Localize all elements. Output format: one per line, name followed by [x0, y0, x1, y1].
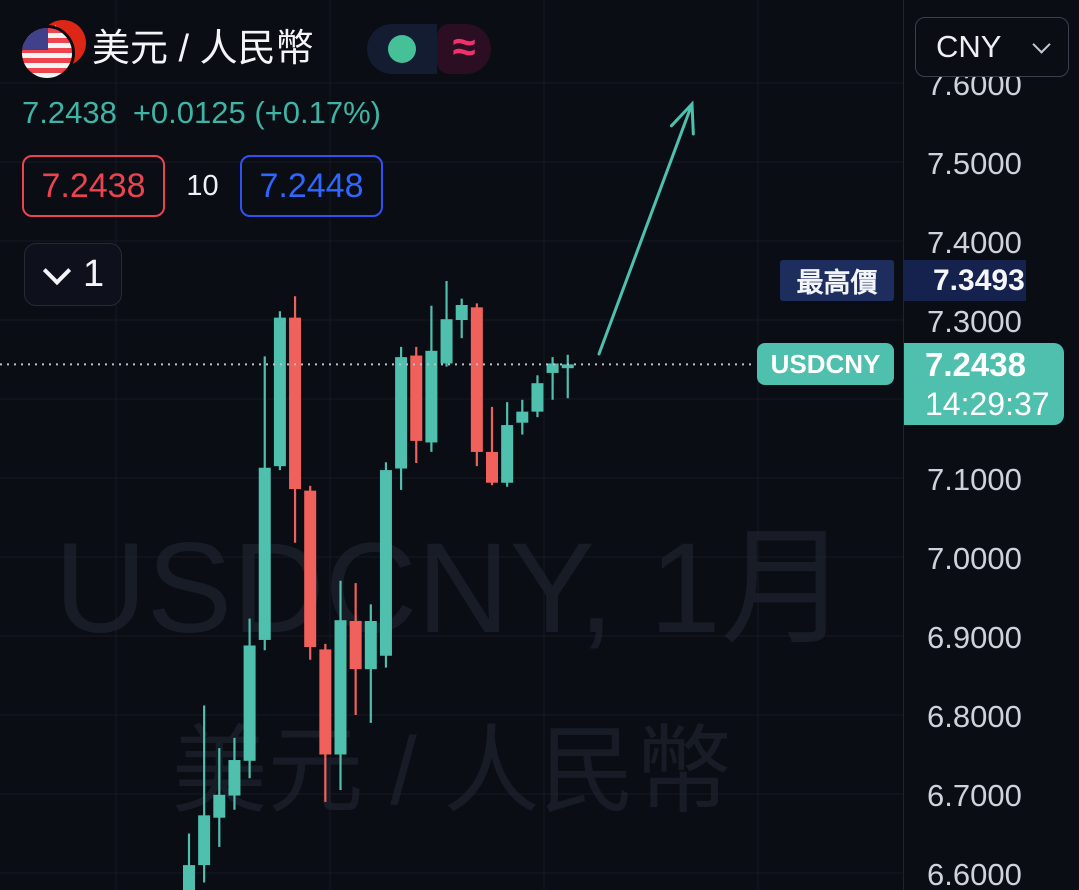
- current-price-time: 14:29:37: [925, 386, 1050, 423]
- buy-price-button[interactable]: 7.2448: [240, 155, 383, 217]
- trend-arrow-drawing[interactable]: [597, 100, 695, 356]
- chart-area[interactable]: USDCNY, 1月 美元 / 人民幣 ★ 美元 / 人民幣 ≈ 7.2438 …: [0, 0, 903, 890]
- price-axis-tick: 6.8000: [927, 699, 1022, 734]
- currency-dropdown-value: CNY: [936, 29, 1002, 64]
- approx-mode-chip[interactable]: ≈: [437, 24, 491, 74]
- candle-body: [228, 760, 241, 796]
- price-change: +0.0125 (+0.17%): [132, 95, 382, 130]
- candle-body: [561, 364, 574, 369]
- last-price-row: 7.2438 +0.0125 (+0.17%): [22, 95, 381, 131]
- last-price: 7.2438: [22, 95, 117, 130]
- candle-body: [183, 865, 195, 890]
- candle-body: [304, 490, 317, 648]
- candle-body: [349, 620, 362, 670]
- currency-pair-flags: ★: [22, 20, 88, 78]
- approx-equal-icon: ≈: [452, 23, 476, 70]
- candle-body: [198, 815, 211, 866]
- candle-body: [379, 470, 392, 656]
- candle-body: [440, 319, 453, 364]
- price-axis-tick: 6.9000: [927, 620, 1022, 655]
- spread-value: 10: [186, 169, 219, 202]
- candle-body: [425, 350, 438, 443]
- current-price-value: 7.2438: [925, 346, 1026, 384]
- current-price-marker: 7.2438 14:29:37: [904, 343, 1064, 426]
- highest-price-label: 最高價: [780, 260, 894, 302]
- timeframe-selector[interactable]: 1: [24, 243, 122, 306]
- price-axis-tick: 7.0000: [927, 541, 1022, 576]
- candle-body: [258, 467, 271, 640]
- sell-price-button[interactable]: 7.2438: [22, 155, 165, 217]
- highest-price-value: 7.3493: [904, 260, 1026, 302]
- price-axis-tick: 7.1000: [927, 462, 1022, 497]
- candle-body: [334, 620, 347, 755]
- candle-body: [546, 363, 559, 373]
- candle-body: [455, 304, 468, 320]
- current-symbol-badge: USDCNY: [757, 343, 894, 386]
- candle-body: [319, 649, 332, 755]
- candle-body: [395, 357, 408, 469]
- candle-body: [243, 645, 256, 761]
- candle-body: [273, 317, 286, 467]
- candle-body: [213, 794, 226, 818]
- currency-dropdown[interactable]: CNY: [915, 17, 1069, 77]
- page-title: 美元 / 人民幣: [92, 28, 314, 70]
- us-flag-icon: [22, 28, 72, 78]
- candle-body: [531, 383, 544, 412]
- price-axis-tick: 7.3000: [927, 304, 1022, 339]
- chevron-down-icon: [42, 256, 72, 285]
- price-axis-tick: 7.4000: [927, 225, 1022, 260]
- timeframe-value: 1: [83, 253, 105, 295]
- candle-body: [410, 355, 423, 441]
- candle-body: [516, 411, 529, 423]
- candle-body: [486, 451, 498, 483]
- candle-body: [289, 317, 302, 490]
- price-axis-tick: 7.5000: [927, 146, 1022, 181]
- market-status-pill: ≈: [367, 24, 491, 74]
- candle-body: [470, 307, 483, 452]
- chevron-down-icon: [1032, 34, 1051, 54]
- market-open-indicator: [367, 24, 437, 74]
- candle-body: [364, 620, 377, 670]
- price-axis-tick: 6.7000: [927, 778, 1022, 813]
- price-axis-tick: 6.6000: [927, 857, 1022, 890]
- candle-body: [501, 425, 514, 483]
- market-open-dot-icon: [388, 35, 416, 63]
- candlestick-chart[interactable]: [0, 0, 903, 890]
- price-axis[interactable]: 7.6000 7.5000 7.4000 7.3000 7.1000 7.0000 6.90…: [903, 0, 1079, 890]
